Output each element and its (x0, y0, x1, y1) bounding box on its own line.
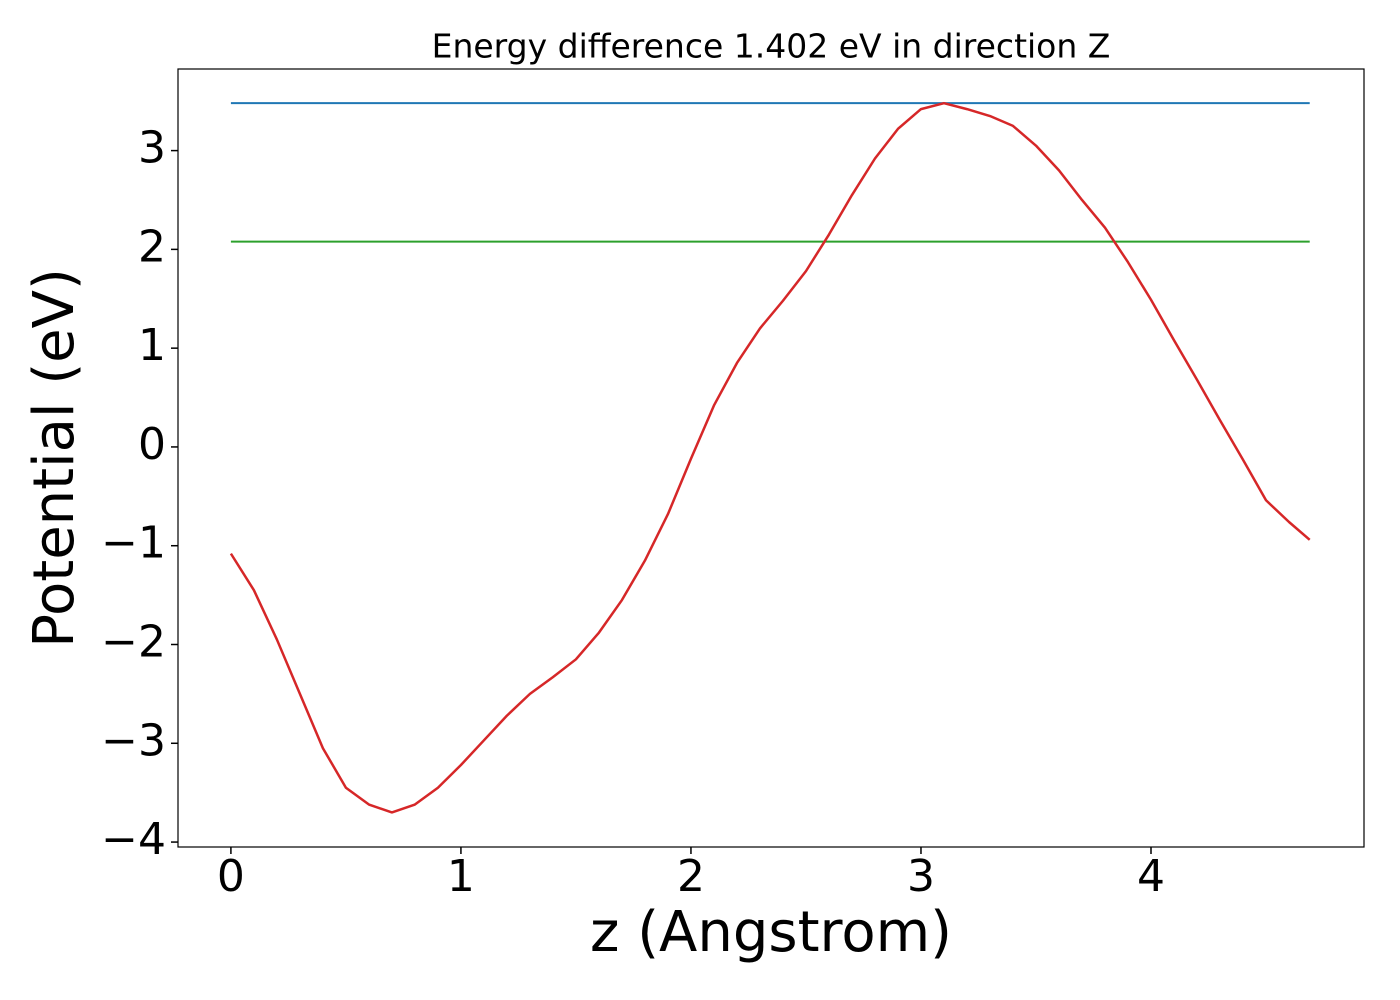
y-tick-label: −1 (101, 518, 166, 569)
x-tick-label: 1 (447, 851, 475, 902)
y-tick-label: 3 (138, 123, 166, 174)
chart-title: Energy difference 1.402 eV in direction … (432, 27, 1111, 66)
x-tick-label: 2 (677, 851, 705, 902)
y-axis-label: Potential (eV) (22, 268, 87, 648)
x-tick-label: 0 (217, 851, 245, 902)
plot-frame (177, 68, 1365, 848)
y-tick-label: 1 (138, 320, 166, 371)
y-tick-label: −3 (101, 715, 166, 766)
y-tick-label: −4 (101, 814, 166, 865)
x-tick-label: 3 (907, 851, 935, 902)
y-tick-label: 0 (138, 419, 166, 470)
x-axis-label: z (Angstrom) (590, 900, 952, 965)
x-tick-label: 4 (1137, 851, 1165, 902)
y-tick-label: 2 (138, 221, 166, 272)
y-tick-label: −2 (101, 616, 166, 667)
data-line (229, 101, 1311, 814)
